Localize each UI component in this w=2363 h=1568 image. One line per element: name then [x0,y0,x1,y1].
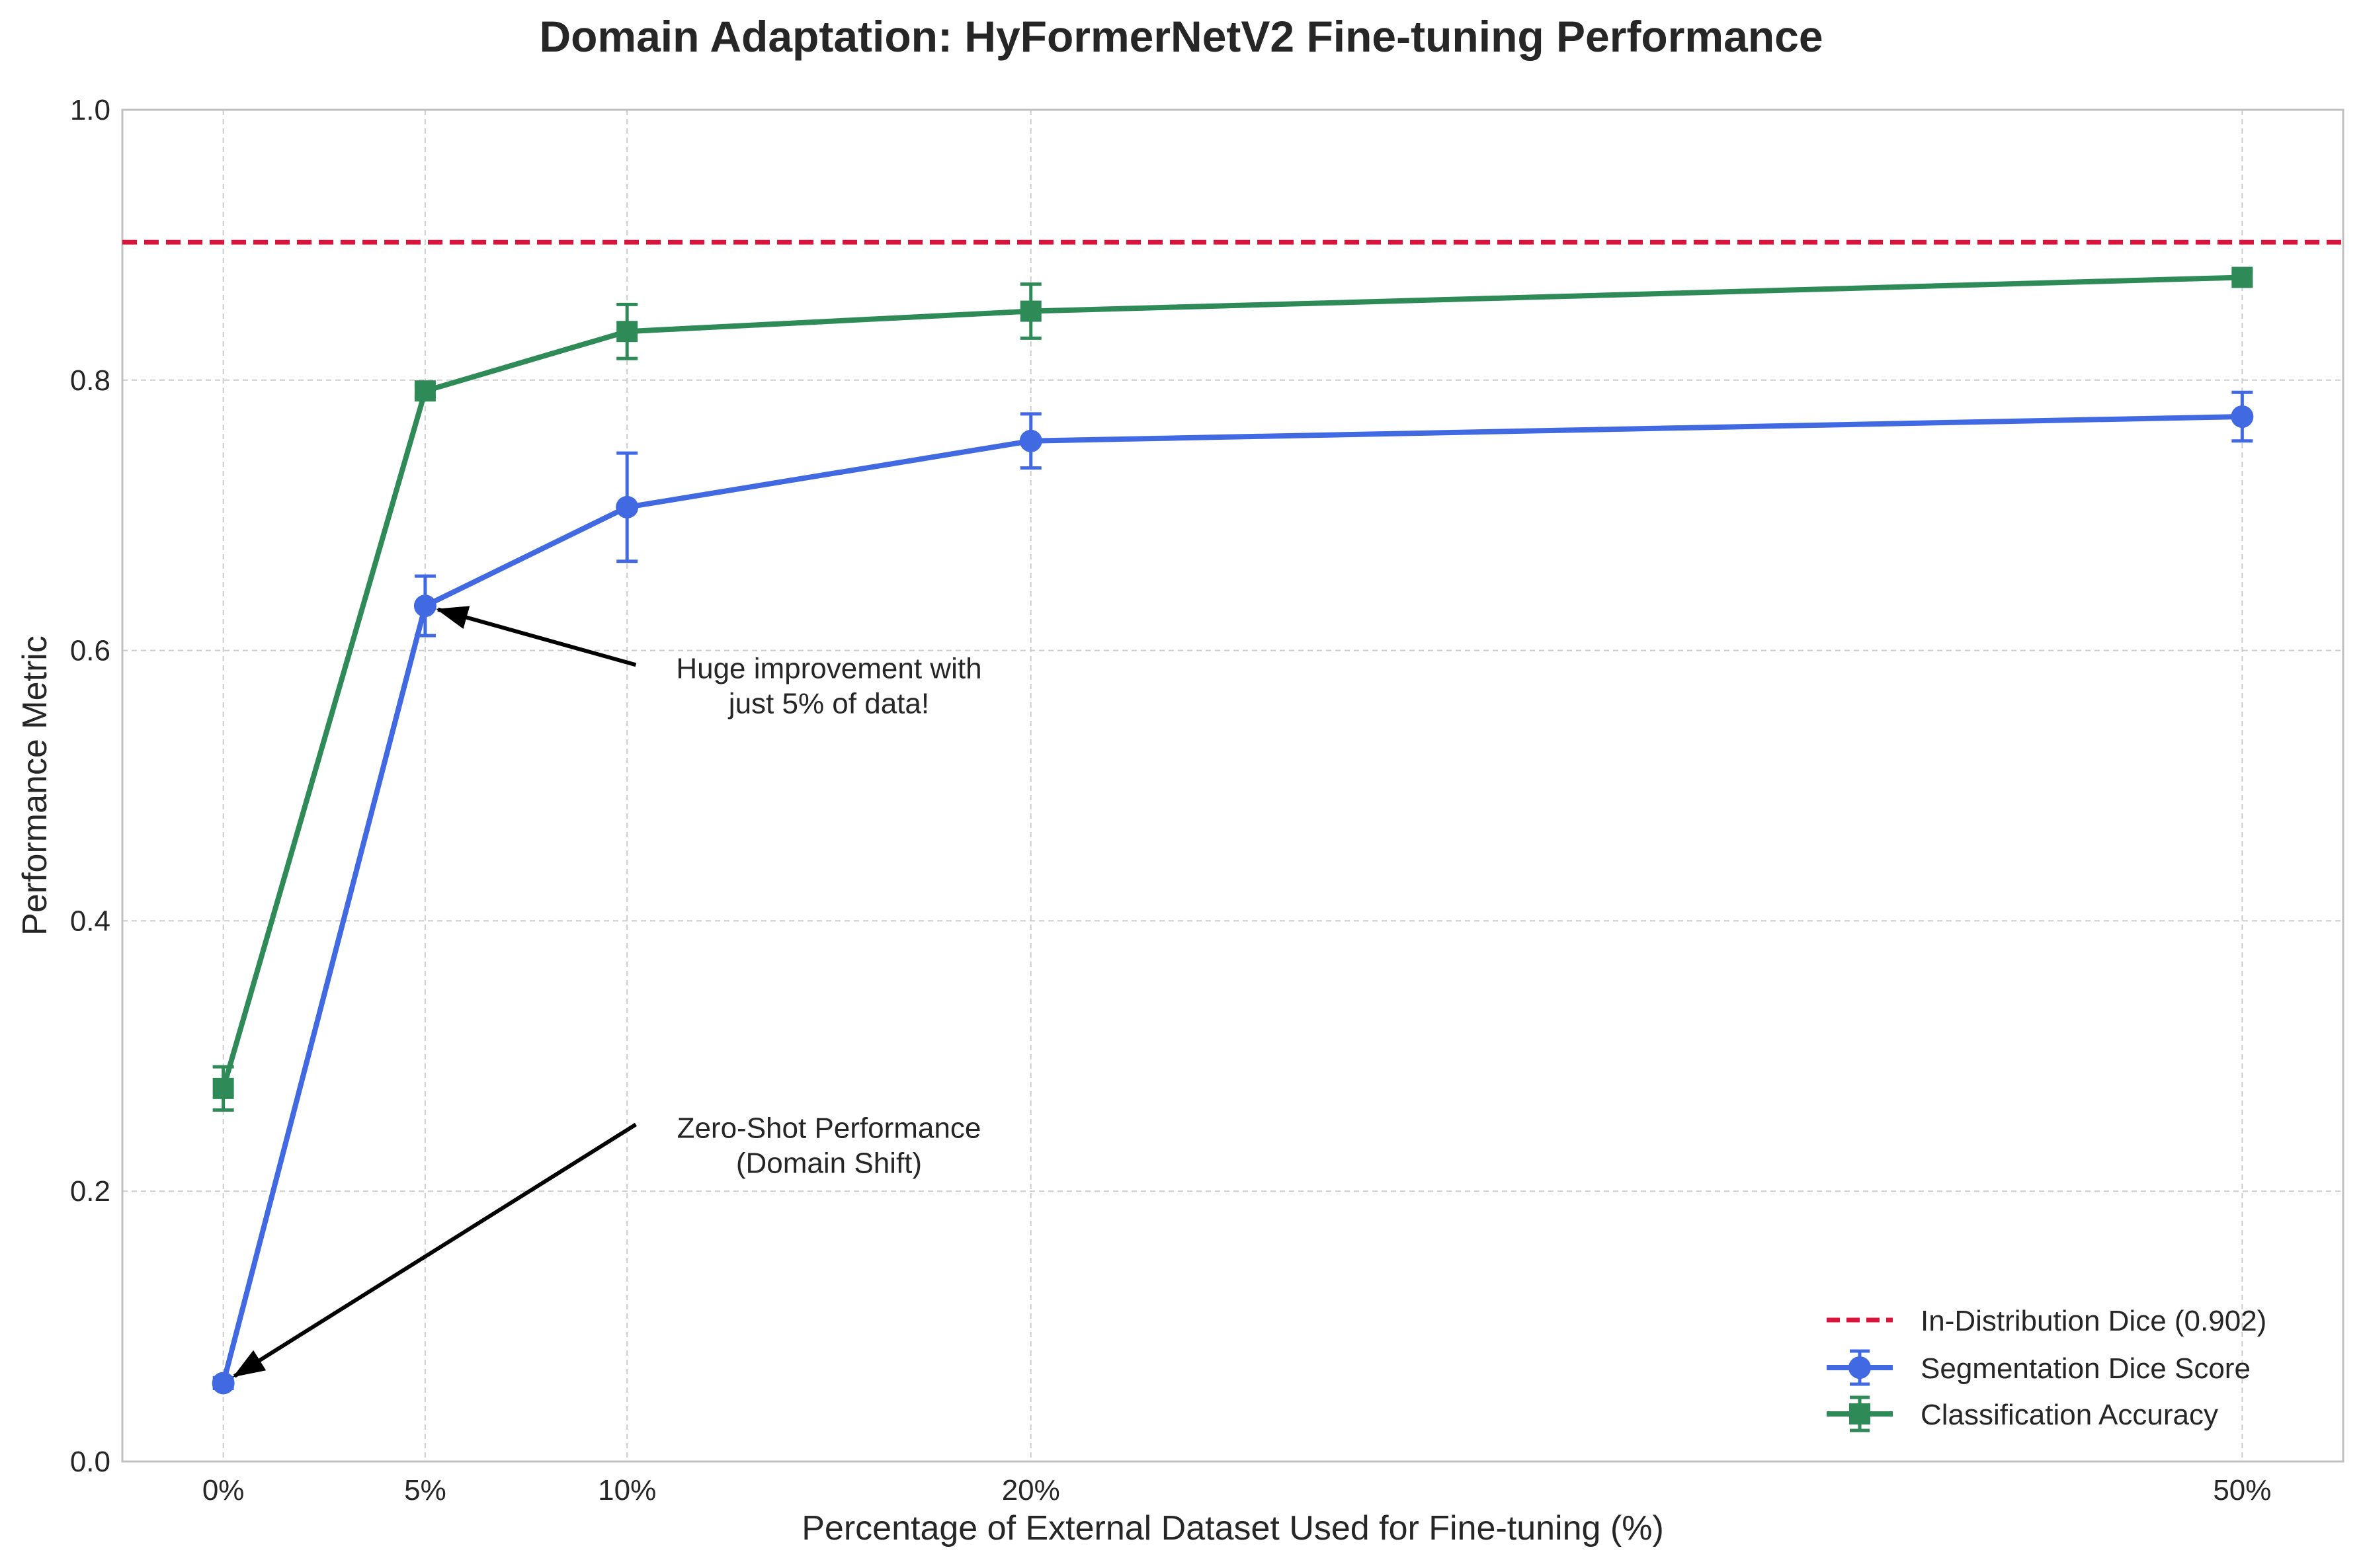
data-point-dice [413,595,436,618]
y-tick-label: 0.0 [70,1446,110,1478]
y-tick-label: 0.2 [70,1175,110,1208]
x-axis-label: Percentage of External Dataset Used for … [802,1509,1664,1547]
data-point-accuracy [616,321,638,343]
annotation-arrow [233,1122,638,1378]
annotation-text-line: just 5% of data! [727,687,929,720]
legend-item-accuracy: Classification Accuracy [1827,1395,2218,1432]
legend: In-Distribution Dice (0.902) Segmentatio… [1827,1305,2266,1432]
legend-label-dice: Segmentation Dice Score [1921,1352,2251,1385]
legend-label-reference: In-Distribution Dice (0.902) [1921,1305,2266,1337]
x-tick-label: 0% [202,1474,245,1506]
y-axis-label: Performance Metric [16,636,54,936]
series-accuracy [212,267,2253,1112]
annotation-text-line: Huge improvement with [676,652,981,684]
data-point-accuracy [212,1077,234,1099]
y-tick-label: 1.0 [70,94,110,126]
annotation-arrow [436,606,637,667]
series-group [212,267,2254,1395]
x-tick-label: 5% [404,1474,446,1506]
legend-label-accuracy: Classification Accuracy [1921,1399,2218,1431]
legend-item-dice: Segmentation Dice Score [1827,1349,2251,1386]
data-point-accuracy [1020,300,1042,322]
data-point-accuracy [2231,267,2253,288]
y-tick-label: 0.8 [70,364,110,397]
chart-title: Domain Adaptation: HyFormerNetV2 Fine-tu… [539,12,1823,61]
annotation-2: Zero-Shot Performance(Domain Shift) [233,1112,981,1378]
legend-marker-accuracy [1849,1403,1870,1424]
data-point-dice [2231,405,2254,428]
data-point-dice [1019,429,1042,452]
series-line-dice [220,413,2243,1384]
x-tick-label: 10% [598,1474,656,1506]
x-tick-label: 50% [2213,1474,2271,1506]
x-tick-label: 20% [1002,1474,1060,1506]
y-tick-label: 0.4 [70,905,110,937]
legend-marker-dice [1848,1356,1871,1379]
legend-item-reference: In-Distribution Dice (0.902) [1827,1305,2266,1337]
y-tick-label: 0.6 [70,635,110,667]
data-point-dice [616,495,639,518]
annotation-text-line: (Domain Shift) [736,1147,922,1179]
data-point-accuracy [414,380,436,402]
data-point-dice [212,1372,235,1395]
series-line-accuracy [220,274,2243,1089]
series-dice [212,390,2254,1395]
annotation-text-line: Zero-Shot Performance [677,1112,981,1144]
plot-frame [121,108,2344,1463]
grid [122,110,2343,1462]
tick-labels: 0.0 0.2 0.4 0.6 0.8 1.0 0% 5% 10% 20% 50% [70,94,2272,1506]
